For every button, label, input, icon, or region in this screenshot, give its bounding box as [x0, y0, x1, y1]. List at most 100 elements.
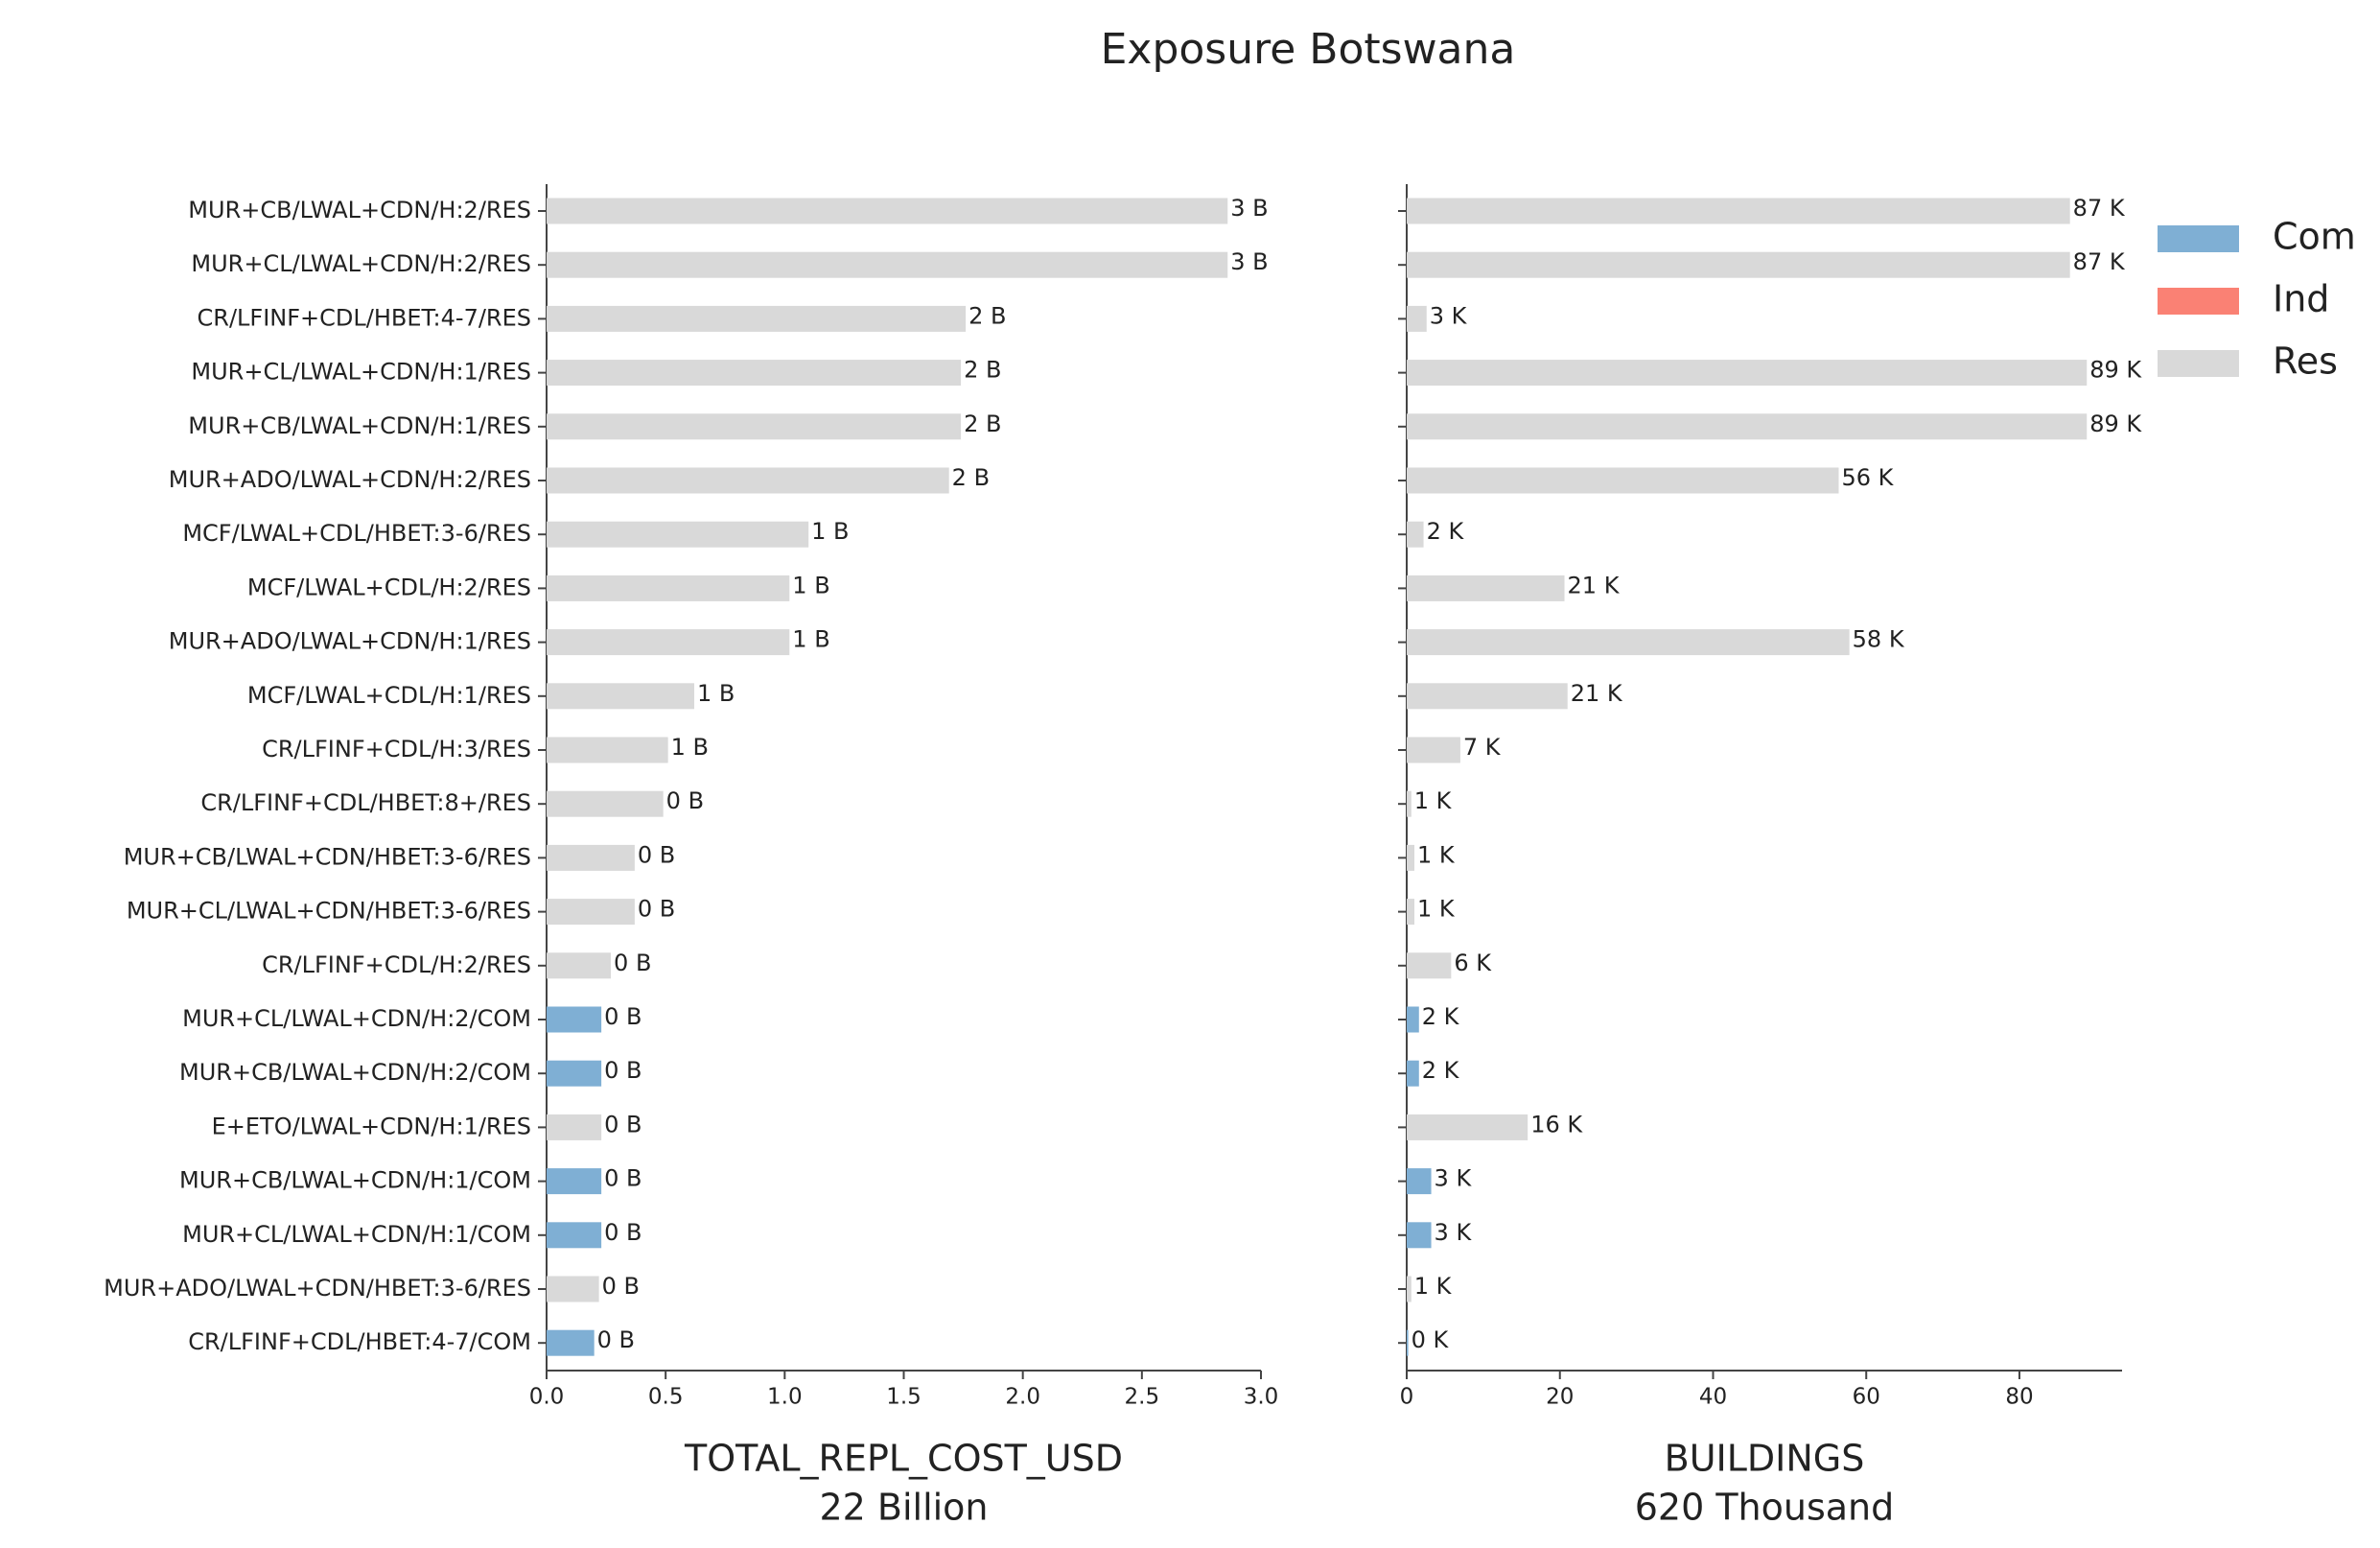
value-label: 21 K [1571, 680, 1623, 707]
y-tick-label: MUR+ADO/LWAL+CDN/H:2/RES [169, 466, 531, 493]
bar [1407, 413, 2088, 440]
bar [547, 198, 1228, 224]
value-label: 2 K [1427, 518, 1465, 545]
value-label: 2 B [968, 302, 1006, 329]
y-tick-label: MUR+CB/LWAL+CDN/HBET:3-6/RES [124, 843, 531, 870]
bar [547, 360, 962, 387]
y-tick-label: MUR+CL/LWAL+CDN/H:2/RES [191, 250, 531, 277]
bar [547, 575, 790, 601]
value-label: 1 B [792, 626, 829, 653]
bar [547, 305, 967, 332]
value-label: 58 K [1853, 626, 1905, 653]
bar [1407, 1060, 1419, 1087]
x-tick-label: 1.5 [886, 1385, 922, 1410]
value-label: 1 B [671, 734, 709, 761]
value-label: 0 B [638, 896, 675, 923]
bar [1407, 1168, 1432, 1195]
x-tick-label: 40 [1699, 1385, 1727, 1410]
value-label: 89 K [2089, 410, 2142, 437]
bar [1407, 737, 1460, 763]
bar [547, 1222, 602, 1249]
value-label: 0 B [597, 1326, 635, 1353]
bar [547, 899, 635, 926]
y-tick-label: CR/LFINF+CDL/HBET:4-7/COM [188, 1328, 531, 1355]
y-tick-label: MCF/LWAL+CDL/HBET:3-6/RES [182, 520, 531, 547]
value-label: 0 B [604, 1219, 642, 1246]
value-label: 3 B [1230, 195, 1268, 222]
legend-swatch [2158, 225, 2239, 252]
bar [1407, 198, 2070, 224]
x-tick-label: 0 [1400, 1385, 1414, 1410]
bar [1407, 521, 1424, 548]
bar [547, 790, 664, 817]
bar [1407, 1114, 1528, 1140]
y-tick-label: MUR+CL/LWAL+CDN/H:1/COM [182, 1221, 531, 1248]
y-tick-label: MUR+CL/LWAL+CDN/H:2/COM [182, 1005, 531, 1032]
value-label: 1 K [1417, 841, 1456, 868]
value-label: 1 B [697, 680, 735, 707]
value-label: 2 B [952, 464, 990, 491]
bar [1407, 629, 1850, 656]
bar [1407, 467, 1839, 494]
bar [547, 251, 1228, 278]
value-label: 6 K [1454, 950, 1492, 976]
value-label: 2 K [1422, 1003, 1460, 1030]
legend-swatch [2158, 350, 2239, 377]
y-tick-label: MUR+CL/LWAL+CDN/HBET:3-6/RES [127, 898, 531, 925]
bar [547, 1329, 595, 1356]
value-label: 3 K [1435, 1165, 1473, 1192]
bar [1407, 1006, 1419, 1033]
x-tick-label: 60 [1853, 1385, 1880, 1410]
value-label: 87 K [2073, 195, 2126, 222]
bar [547, 1114, 602, 1140]
bar [1407, 844, 1414, 871]
y-tick-label: MUR+CB/LWAL+CDN/H:2/RES [188, 197, 531, 223]
value-label: 0 B [604, 1003, 642, 1030]
y-tick-label: MUR+CB/LWAL+CDN/H:2/COM [179, 1059, 531, 1086]
bar [1407, 952, 1452, 979]
x-tick-label: 3.0 [1244, 1385, 1279, 1410]
y-tick-label: MUR+ADO/LWAL+CDN/HBET:3-6/RES [104, 1275, 531, 1302]
bar [547, 629, 790, 656]
y-tick-label: MCF/LWAL+CDL/H:1/RES [247, 682, 531, 709]
value-label: 87 K [2073, 248, 2126, 275]
bar [1407, 1276, 1412, 1302]
bar [547, 1276, 599, 1302]
value-label: 2 B [964, 357, 1001, 384]
value-label: 16 K [1530, 1111, 1583, 1138]
x-tick-label: 80 [2005, 1385, 2033, 1410]
y-tick-label: MCF/LWAL+CDL/H:2/RES [247, 574, 531, 600]
bar [547, 467, 949, 494]
x-tick-label: 2.5 [1125, 1385, 1160, 1410]
value-label: 1 K [1414, 1273, 1453, 1300]
bar [1407, 683, 1568, 710]
value-label: 1 B [811, 518, 849, 545]
bar [1407, 305, 1427, 332]
value-label: 0 B [666, 787, 704, 814]
y-tick-label: CR/LFINF+CDL/H:3/RES [262, 736, 531, 762]
value-label: 0 B [604, 1165, 642, 1192]
chart-title: Exposure Botswana [1101, 25, 1516, 74]
bar [1407, 899, 1414, 926]
bar [547, 1006, 602, 1033]
value-label: 21 K [1568, 572, 1621, 598]
value-label: 1 K [1417, 896, 1456, 923]
y-tick-label: CR/LFINF+CDL/H:2/RES [262, 951, 531, 978]
bar [547, 844, 635, 871]
x-axis-sublabel: 620 Thousand [1635, 1487, 1895, 1529]
bar [1407, 360, 2088, 387]
x-axis-label: TOTAL_REPL_COST_USD [684, 1438, 1123, 1480]
value-label: 0 B [602, 1273, 640, 1300]
value-label: 3 K [1435, 1219, 1473, 1246]
legend-label: Res [2273, 340, 2338, 383]
value-label: 0 K [1412, 1326, 1450, 1353]
bar [1407, 251, 2070, 278]
x-axis-sublabel: 22 Billion [819, 1487, 988, 1529]
bar [547, 413, 962, 440]
x-tick-label: 2.0 [1005, 1385, 1040, 1410]
x-axis-label: BUILDINGS [1665, 1438, 1865, 1480]
value-label: 1 K [1414, 787, 1453, 814]
legend-label: Ind [2273, 278, 2329, 320]
bar [547, 1168, 602, 1195]
